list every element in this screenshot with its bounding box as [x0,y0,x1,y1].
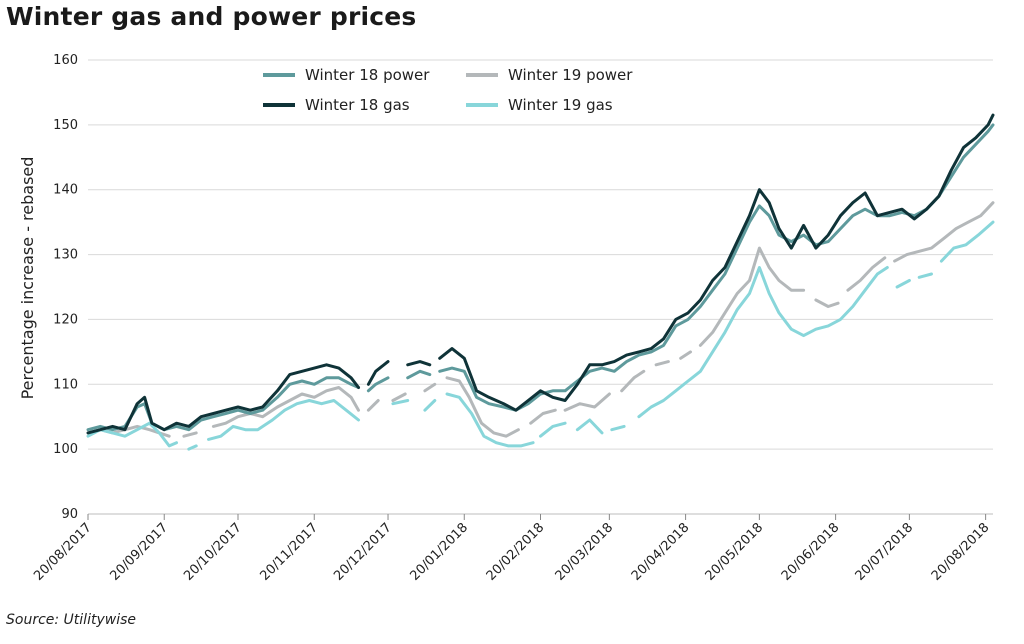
x-tick-label: 20/02/2018 [484,520,548,584]
x-tick-label: 20/03/2018 [553,520,617,584]
series-line-winter-19-gas [86,220,995,451]
legend: Winter 18 power Winter 18 gas Winter 19 po… [263,66,633,114]
x-tick-label: 20/05/2018 [703,520,767,584]
x-tick-label: 20/08/2018 [929,520,993,584]
y-tick-label: 90 [61,507,78,522]
chart-title: Winter gas and power prices [6,2,417,31]
y-tick-label: 100 [53,442,78,457]
x-tick-label: 20/01/2018 [407,520,471,584]
series-line-winter-18-power [86,123,995,432]
y-tick-label: 110 [53,377,78,392]
x-tick-label: 20/09/2017 [107,520,171,584]
series-lines [86,113,995,451]
x-tick-labels: 20/08/2017 20/09/2017 20/10/2017 20/11/2017… [31,513,993,584]
series-line-winter-19-power [86,201,995,438]
y-axis-label: Percentage increase - rebased [18,157,37,400]
gridlines [88,59,993,515]
x-tick-label: 20/06/2018 [779,520,843,584]
y-tick-label: 140 [53,183,78,198]
y-tick-label: 120 [53,312,78,327]
x-tick-label: 20/07/2018 [853,520,917,584]
x-tick-label: 20/11/2017 [257,520,321,584]
x-tick-label: 20/10/2017 [181,520,245,584]
x-tick-label: 20/12/2017 [331,520,395,584]
x-tick-label: 20/04/2018 [629,520,693,584]
y-tick-label: 130 [53,248,78,263]
line-chart: 90 100 110 120 130 140 150 160 20/08/2017 20/09/… [18,53,995,584]
y-tick-label: 160 [53,53,78,68]
legend-label: Winter 18 gas [305,96,410,114]
y-tick-labels: 90 100 110 120 130 140 150 160 [53,53,78,522]
x-tick-label: 20/08/2017 [31,520,95,584]
y-tick-label: 150 [53,118,78,133]
legend-label: Winter 19 gas [508,96,613,114]
legend-label: Winter 18 power [305,66,430,84]
legend-label: Winter 19 power [508,66,633,84]
source-note: Source: Utilitywise [6,612,136,628]
series-line-winter-18-gas [86,113,995,435]
